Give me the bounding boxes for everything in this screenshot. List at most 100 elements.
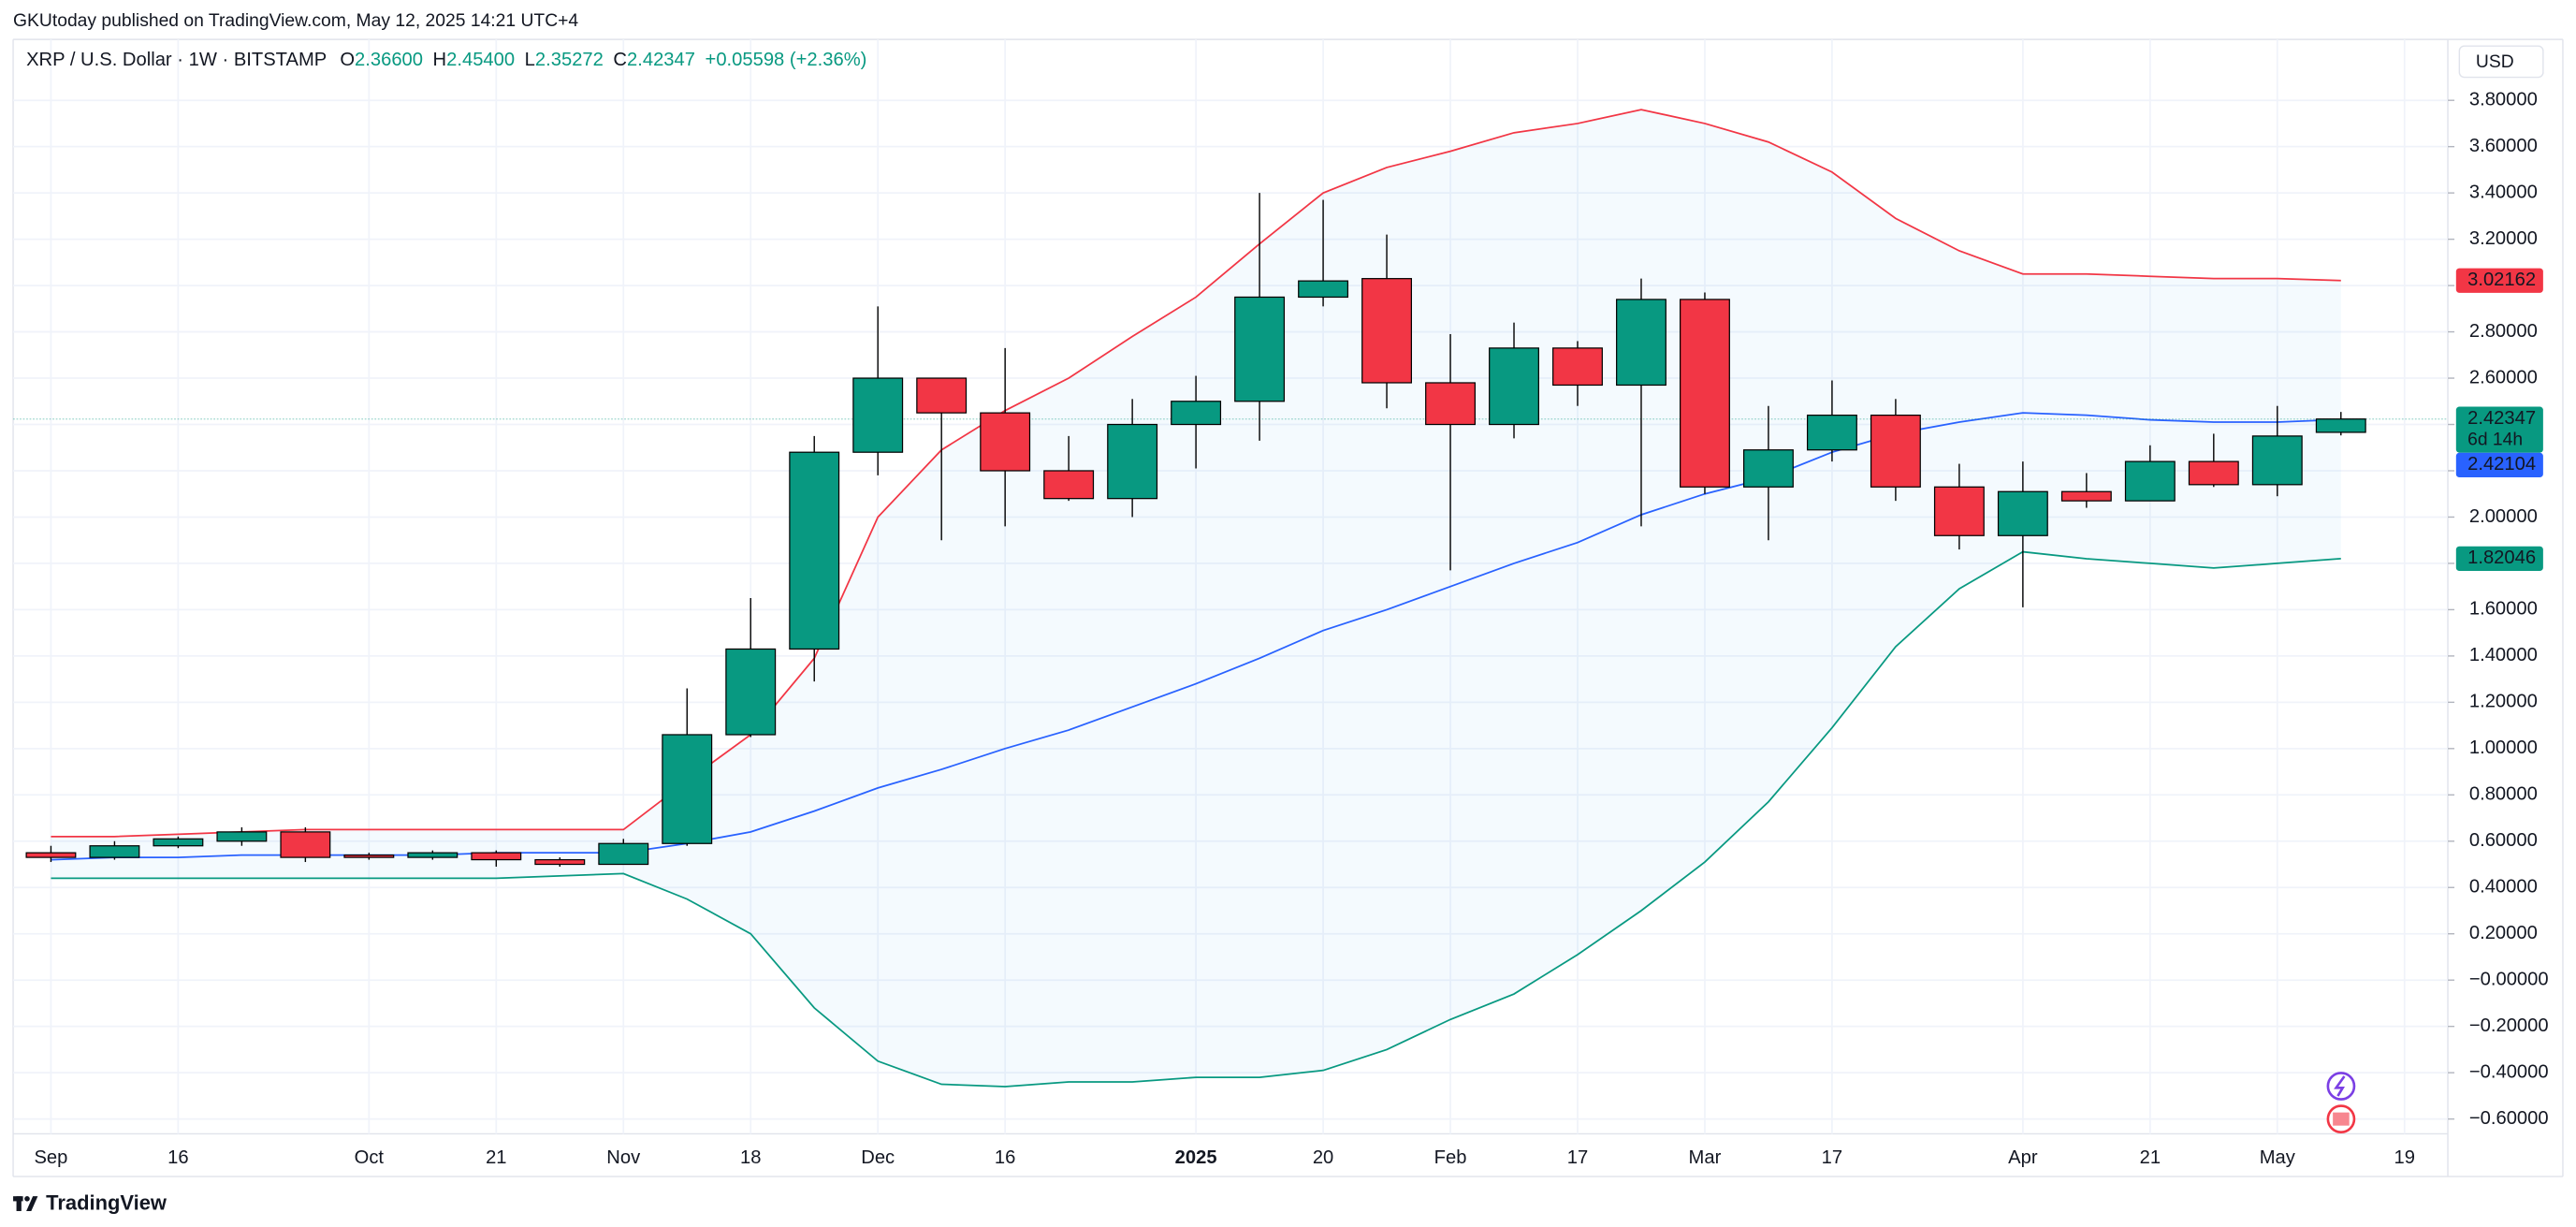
y-tick-label: −0.20000 bbox=[2469, 1015, 2549, 1036]
candle-body bbox=[1298, 280, 1349, 299]
candle-body bbox=[1616, 299, 1666, 387]
candle-body bbox=[916, 377, 968, 414]
x-tick-label: 17 bbox=[1567, 1147, 1588, 1168]
alert-icon-bolt bbox=[2334, 1075, 2346, 1097]
x-tick-label: May bbox=[2260, 1147, 2296, 1168]
candle-body bbox=[1361, 278, 1413, 384]
logo-shape bbox=[24, 1195, 30, 1202]
y-tick-label: 1.60000 bbox=[2469, 599, 2538, 620]
candle-body bbox=[471, 852, 522, 861]
candle-body bbox=[2188, 460, 2239, 486]
y-tick-label: 1.20000 bbox=[2469, 692, 2538, 712]
price-label: 2.42104 bbox=[2467, 454, 2536, 475]
y-tick-label: −0.40000 bbox=[2469, 1061, 2549, 1082]
legend: XRP / U.S. Dollar · 1W · BITSTAMP O2.3660… bbox=[26, 50, 866, 70]
candle-body bbox=[1107, 423, 1158, 500]
x-tick-label: Mar bbox=[1689, 1147, 1722, 1168]
symbol-title: XRP / U.S. Dollar · 1W · BITSTAMP bbox=[26, 50, 327, 70]
x-tick-label: 17 bbox=[1822, 1147, 1842, 1168]
x-tick-label: 20 bbox=[1313, 1147, 1333, 1168]
x-tick-label: Nov bbox=[606, 1147, 641, 1168]
logo-shape bbox=[16, 1196, 22, 1211]
price-label: 2.42347 bbox=[2467, 408, 2536, 429]
candle-body bbox=[1425, 382, 1476, 426]
icons bbox=[2326, 1072, 2356, 1134]
y-tick-label: 2.60000 bbox=[2469, 367, 2538, 387]
x-tick-label: Dec bbox=[861, 1147, 895, 1168]
tradingview-logo: TradingView bbox=[13, 1191, 167, 1215]
candle-body bbox=[852, 377, 904, 453]
y-tick-label: −0.00000 bbox=[2469, 970, 2549, 990]
legend-value: 2.42347 bbox=[627, 50, 695, 70]
y-tick-label: 3.40000 bbox=[2469, 182, 2538, 202]
legend-key: H bbox=[433, 50, 447, 70]
y-tick-label: 3.80000 bbox=[2469, 90, 2538, 110]
candle-body bbox=[1806, 415, 1857, 451]
candle-body bbox=[2124, 460, 2176, 502]
candle-body bbox=[407, 852, 458, 858]
y-tick-label: 2.80000 bbox=[2469, 321, 2538, 342]
candle-body bbox=[1742, 449, 1794, 488]
candle-body bbox=[1234, 296, 1286, 402]
candle-body bbox=[980, 412, 1031, 472]
candle-body bbox=[1489, 347, 1539, 426]
price-countdown: 6d 14h bbox=[2467, 431, 2523, 450]
legend-value: 2.45400 bbox=[446, 50, 515, 70]
axes: 3.800003.600003.400003.200003.000002.800… bbox=[34, 90, 2548, 1169]
candle-body bbox=[25, 852, 77, 858]
candle-body bbox=[1997, 490, 2048, 536]
y-tick-label: 1.40000 bbox=[2469, 645, 2538, 665]
brand: TradingView bbox=[46, 1191, 167, 1215]
legend-key: L bbox=[525, 50, 535, 70]
legend-value: 2.35272 bbox=[535, 50, 604, 70]
candle-body bbox=[153, 838, 204, 847]
x-tick-label: 16 bbox=[167, 1147, 188, 1168]
candle-body bbox=[2315, 418, 2366, 433]
candle-body bbox=[789, 451, 840, 650]
x-tick-label: 2025 bbox=[1175, 1147, 1217, 1168]
price-label-box bbox=[2455, 268, 2543, 293]
candle-body bbox=[534, 858, 586, 866]
candle-body bbox=[1870, 415, 1921, 488]
candle-body bbox=[662, 734, 713, 844]
legend-change: +0.05598 (+2.36%) bbox=[706, 50, 867, 70]
candle-body bbox=[216, 831, 268, 842]
x-tick-label: Oct bbox=[355, 1147, 385, 1168]
published-note: GKUtoday published on TradingView.com, M… bbox=[13, 11, 578, 31]
x-tick-label: 16 bbox=[995, 1147, 1015, 1168]
candle-body bbox=[343, 855, 395, 858]
price-label-box bbox=[2455, 452, 2543, 478]
y-tick-label: 0.80000 bbox=[2469, 784, 2538, 805]
x-tick-label: 21 bbox=[2140, 1147, 2161, 1168]
x-tick-label: Feb bbox=[1434, 1147, 1467, 1168]
band-line bbox=[51, 550, 2341, 1088]
candle-body bbox=[280, 831, 331, 858]
price-label-box bbox=[2455, 546, 2543, 572]
price-label: 3.02162 bbox=[2467, 270, 2536, 290]
y-tick-label: 0.40000 bbox=[2469, 877, 2538, 898]
currency-box[interactable] bbox=[2458, 45, 2544, 79]
candle-body bbox=[725, 648, 777, 736]
price-label-box bbox=[2455, 406, 2543, 453]
candle-body bbox=[89, 845, 140, 858]
currency[interactable]: USD bbox=[2476, 52, 2514, 72]
price-label: 1.82046 bbox=[2467, 548, 2536, 568]
y-tick-label: 2.00000 bbox=[2469, 506, 2538, 527]
y-tick-label: 3.20000 bbox=[2469, 228, 2538, 249]
x-tick-label: 21 bbox=[486, 1147, 506, 1168]
candle-body bbox=[2251, 435, 2303, 486]
events-icon-flag bbox=[2333, 1112, 2350, 1126]
alert-icon[interactable] bbox=[2326, 1072, 2356, 1101]
candle-body bbox=[1171, 401, 1222, 426]
candle-body bbox=[598, 842, 649, 866]
y-tick-label: −0.60000 bbox=[2469, 1108, 2549, 1129]
x-tick-label: Apr bbox=[2008, 1147, 2038, 1168]
x-tick-label: 19 bbox=[2394, 1147, 2415, 1168]
plot bbox=[13, 109, 2449, 1088]
y-tick-label: 3.60000 bbox=[2469, 136, 2538, 156]
y-tick-label: 0.20000 bbox=[2469, 923, 2538, 943]
band-line bbox=[51, 109, 2341, 838]
